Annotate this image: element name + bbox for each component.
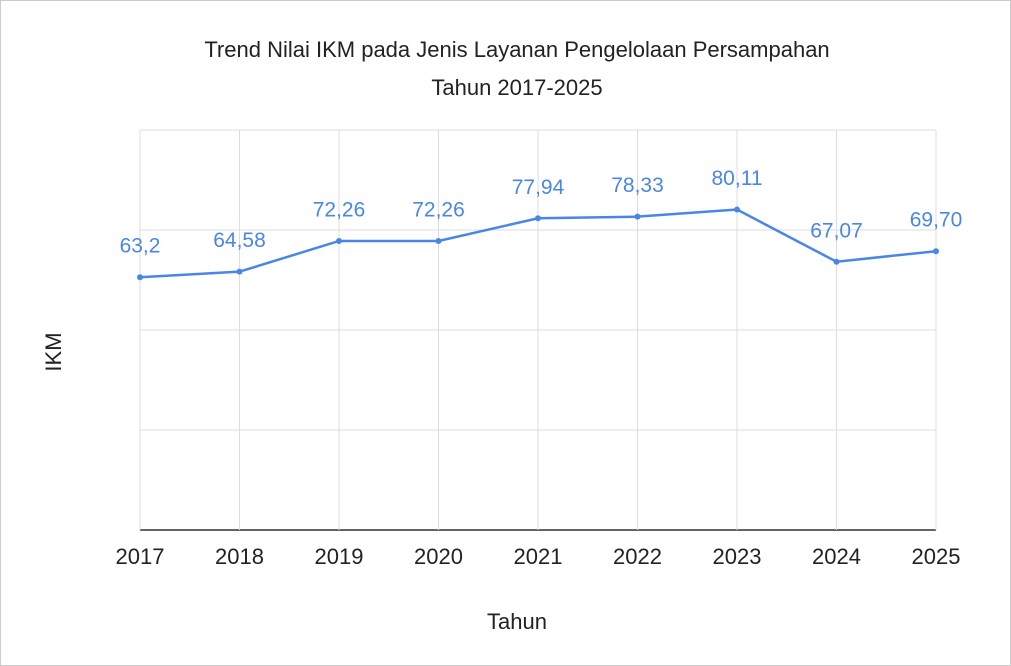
x-tick-label: 2023 <box>713 544 762 569</box>
point <box>236 268 243 275</box>
data-label: 64,58 <box>213 229 266 252</box>
data-label: 63,2 <box>120 235 161 258</box>
point <box>634 213 641 220</box>
data-label: 67,07 <box>810 219 863 242</box>
chart-title: Tahun 2017-2025 <box>431 75 602 100</box>
x-tick-label: 2022 <box>613 544 662 569</box>
point <box>137 274 143 281</box>
data-label: 69,70 <box>910 209 963 232</box>
data-label: 72,26 <box>412 199 465 222</box>
chart-title: Trend Nilai IKM pada Jenis Layanan Penge… <box>204 37 829 62</box>
x-tick-label: 2019 <box>315 544 364 569</box>
data-label: 72,26 <box>313 199 366 222</box>
point <box>734 206 740 213</box>
x-tick-label: 2018 <box>215 544 264 569</box>
data-label: 78,33 <box>611 174 664 197</box>
x-axis-label: Tahun <box>487 609 547 634</box>
x-tick-label: 2017 <box>116 544 165 569</box>
x-tick-label: 2021 <box>514 544 563 569</box>
x-tick-label: 2025 <box>912 544 961 569</box>
data-label: 80,11 <box>712 167 763 190</box>
point <box>535 215 541 222</box>
x-tick-label: 2024 <box>812 544 861 569</box>
point <box>435 237 442 244</box>
data-label: 77,94 <box>512 176 565 199</box>
y-axis-label: IKM <box>41 332 66 371</box>
point <box>833 258 840 265</box>
point <box>336 237 342 244</box>
x-tick-label: 2020 <box>414 544 463 569</box>
point <box>933 248 939 255</box>
